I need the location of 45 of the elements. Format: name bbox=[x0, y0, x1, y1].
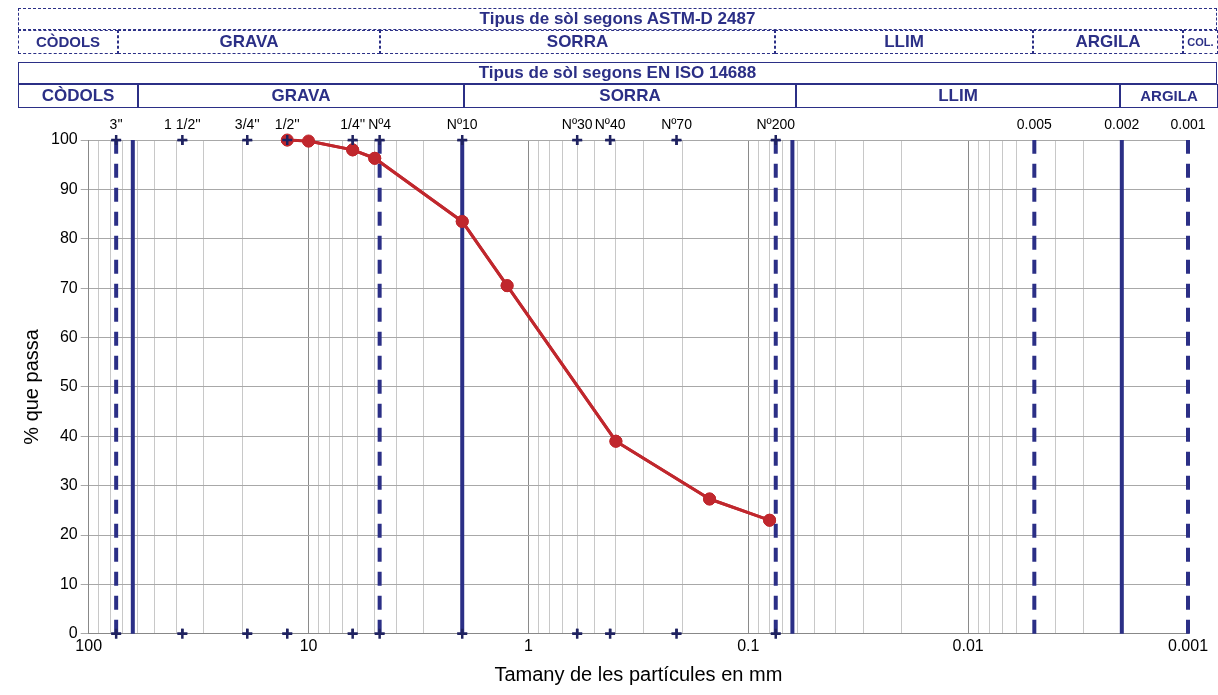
annotation: 1 1/2'' bbox=[164, 115, 201, 132]
y-tick-label: 100 bbox=[50, 130, 78, 148]
y-tick-label: 20 bbox=[59, 525, 78, 543]
y-axis-title: % que passa bbox=[19, 328, 42, 445]
text: LLIM bbox=[775, 30, 1033, 54]
annotation: Nº70 bbox=[661, 115, 693, 132]
annotation: Nº40 bbox=[594, 115, 626, 132]
y-tick-label: 70 bbox=[59, 278, 78, 296]
y-tick-label: 30 bbox=[59, 476, 78, 494]
x-axis-title: Tamany de les partícules en mm bbox=[494, 662, 783, 685]
annotation: 3/4'' bbox=[234, 115, 260, 132]
annotation: 0.001 bbox=[1170, 115, 1206, 132]
y-tick-label: 10 bbox=[59, 574, 78, 592]
annotation: Nº200 bbox=[756, 115, 796, 132]
x-tick-label: 0.001 bbox=[1167, 636, 1209, 654]
text: CÒDOLS bbox=[18, 30, 118, 54]
annotation: Nº30 bbox=[561, 115, 593, 132]
text: Tipus de sòl segons EN ISO 14688 bbox=[18, 62, 1217, 84]
y-tick-label: 40 bbox=[59, 426, 78, 444]
text: LLIM bbox=[796, 84, 1120, 108]
x-tick-label: 0.01 bbox=[952, 636, 984, 654]
text: GRAVA bbox=[138, 84, 464, 108]
text: SORRA bbox=[380, 30, 775, 54]
text: Tipus de sòl segons ASTM-D 2487 bbox=[18, 8, 1217, 30]
text: GRAVA bbox=[118, 30, 380, 54]
text: ARGILA bbox=[1120, 84, 1218, 108]
text: CÒDOLS bbox=[18, 84, 138, 108]
text: SORRA bbox=[464, 84, 796, 108]
text: COL. bbox=[1183, 30, 1218, 54]
x-tick-label: 1 bbox=[523, 636, 533, 654]
annotation: Nº4 bbox=[368, 115, 392, 132]
y-tick-label: 90 bbox=[59, 179, 78, 197]
annotation: 3'' bbox=[109, 115, 123, 132]
text: ARGILA bbox=[1033, 30, 1183, 54]
annotation: 1/4'' bbox=[340, 115, 366, 132]
x-tick-label: 0.1 bbox=[737, 636, 760, 654]
annotation: 0.005 bbox=[1016, 115, 1053, 132]
annotation: Nº10 bbox=[446, 115, 478, 132]
y-tick-label: 50 bbox=[59, 377, 78, 395]
y-tick-label: 60 bbox=[59, 327, 78, 345]
y-tick-label: 80 bbox=[59, 229, 78, 247]
annotation: 0.002 bbox=[1104, 115, 1140, 132]
x-tick-label: 10 bbox=[299, 636, 318, 654]
annotation: 1/2'' bbox=[274, 115, 300, 132]
x-tick-label: 100 bbox=[75, 636, 103, 654]
